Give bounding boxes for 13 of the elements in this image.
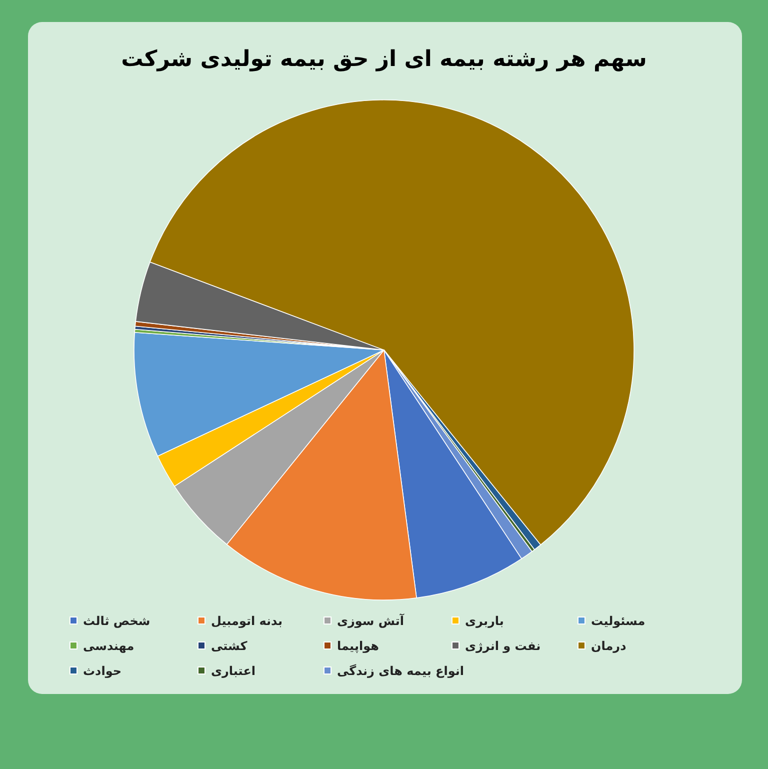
legend-label: مسئولیت [591, 614, 646, 628]
legend-label: شخص ثالث [83, 614, 150, 628]
legend-label: کشتی [211, 639, 248, 653]
legend-label: حوادث [83, 664, 122, 678]
legend-label: اعتباری [211, 664, 256, 678]
legend-label: درمان [591, 639, 626, 653]
legend-label: آتش سوزی [337, 613, 405, 628]
legend-label: باربری [465, 614, 504, 628]
legend-label: هواپیما [337, 639, 379, 653]
legend-label: مهندسی [83, 639, 134, 653]
chart-title: سهم هر رشته بیمه ای از حق بیمه تولیدی شرکت [121, 47, 647, 72]
legend-label: نفت و انرژی [465, 639, 541, 653]
legend-label: بدنه اتومبیل [211, 614, 282, 628]
